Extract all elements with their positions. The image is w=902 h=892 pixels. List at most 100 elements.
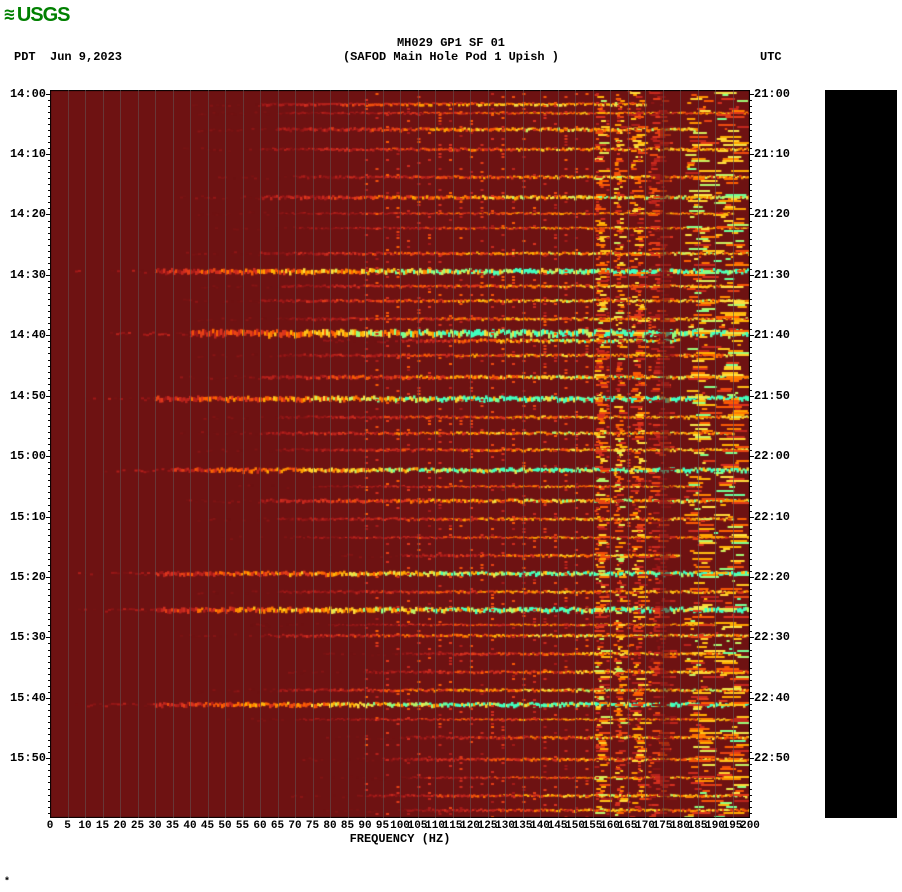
minor-tick (48, 643, 50, 644)
minor-tick (48, 360, 50, 361)
minor-tick (48, 432, 50, 433)
minor-tick (48, 172, 50, 173)
x-axis-tick-label: 10 (78, 818, 91, 832)
y-axis-right-tick-label: 22:40 (750, 691, 790, 705)
y-axis-right-tick-label: 22:20 (750, 570, 790, 584)
minor-tick (750, 795, 752, 796)
minor-tick (750, 112, 752, 113)
minor-tick (750, 505, 752, 506)
minor-tick (750, 789, 752, 790)
minor-tick (750, 589, 752, 590)
minor-tick (48, 353, 50, 354)
grid-line (593, 90, 594, 818)
minor-tick (48, 480, 50, 481)
minor-tick (750, 807, 752, 808)
minor-tick (48, 233, 50, 234)
x-axis-tick-label: 85 (341, 818, 354, 832)
minor-tick (48, 505, 50, 506)
y-axis-right-tick-label: 21:30 (750, 268, 790, 282)
minor-tick (48, 813, 50, 814)
minor-tick (48, 402, 50, 403)
tick-mark (750, 698, 754, 699)
minor-tick (750, 172, 752, 173)
tick-mark (46, 698, 50, 699)
minor-tick (48, 511, 50, 512)
grid-line (68, 90, 69, 818)
minor-tick (750, 208, 752, 209)
minor-tick (48, 311, 50, 312)
minor-tick (48, 245, 50, 246)
minor-tick (750, 511, 752, 512)
minor-tick (48, 160, 50, 161)
minor-tick (48, 601, 50, 602)
minor-tick (750, 662, 752, 663)
minor-tick (750, 710, 752, 711)
grid-line (120, 90, 121, 818)
minor-tick (48, 106, 50, 107)
minor-tick (48, 196, 50, 197)
minor-tick (750, 613, 752, 614)
minor-tick (750, 674, 752, 675)
minor-tick (48, 378, 50, 379)
minor-tick (48, 734, 50, 735)
minor-tick (48, 686, 50, 687)
minor-tick (48, 281, 50, 282)
minor-tick (750, 305, 752, 306)
minor-tick (750, 190, 752, 191)
minor-tick (48, 390, 50, 391)
minor-tick (750, 523, 752, 524)
minor-tick (48, 208, 50, 209)
minor-tick (48, 770, 50, 771)
grid-line (733, 90, 734, 818)
minor-tick (750, 498, 752, 499)
grid-line (138, 90, 139, 818)
minor-tick (48, 202, 50, 203)
tick-mark (750, 517, 754, 518)
minor-tick (750, 801, 752, 802)
grid-line (628, 90, 629, 818)
minor-tick (750, 686, 752, 687)
minor-tick (750, 426, 752, 427)
grid-line (400, 90, 401, 818)
y-axis-right-tick-label: 22:10 (750, 510, 790, 524)
minor-tick (48, 674, 50, 675)
minor-tick (48, 148, 50, 149)
minor-tick (48, 444, 50, 445)
minor-tick (750, 311, 752, 312)
minor-tick (750, 384, 752, 385)
minor-tick (750, 692, 752, 693)
minor-tick (750, 420, 752, 421)
minor-tick (750, 486, 752, 487)
minor-tick (750, 462, 752, 463)
minor-tick (48, 607, 50, 608)
y-axis-right-tick-label: 21:20 (750, 207, 790, 221)
grid-line (435, 90, 436, 818)
x-axis-tick-label: 75 (306, 818, 319, 832)
tick-mark (750, 758, 754, 759)
minor-tick (750, 474, 752, 475)
tick-mark (46, 456, 50, 457)
minor-tick (750, 360, 752, 361)
minor-tick (48, 716, 50, 717)
minor-tick (48, 795, 50, 796)
minor-tick (48, 305, 50, 306)
y-axis-left-tick-label: 15:50 (10, 751, 50, 765)
minor-tick (750, 257, 752, 258)
tick-mark (750, 214, 754, 215)
grid-line (698, 90, 699, 818)
grid-line (575, 90, 576, 818)
minor-tick (48, 227, 50, 228)
tick-mark (46, 396, 50, 397)
minor-tick (750, 323, 752, 324)
minor-tick (48, 746, 50, 747)
spectrogram-plot: 14:0021:0014:1021:1014:2021:2014:3021:30… (50, 90, 750, 818)
grid-line (190, 90, 191, 818)
minor-tick (750, 547, 752, 548)
minor-tick (750, 245, 752, 246)
grid-line (558, 90, 559, 818)
minor-tick (48, 468, 50, 469)
x-axis-label: FREQUENCY (HZ) (50, 832, 750, 846)
minor-tick (750, 541, 752, 542)
minor-tick (48, 498, 50, 499)
x-axis-tick-label: 0 (47, 818, 54, 832)
